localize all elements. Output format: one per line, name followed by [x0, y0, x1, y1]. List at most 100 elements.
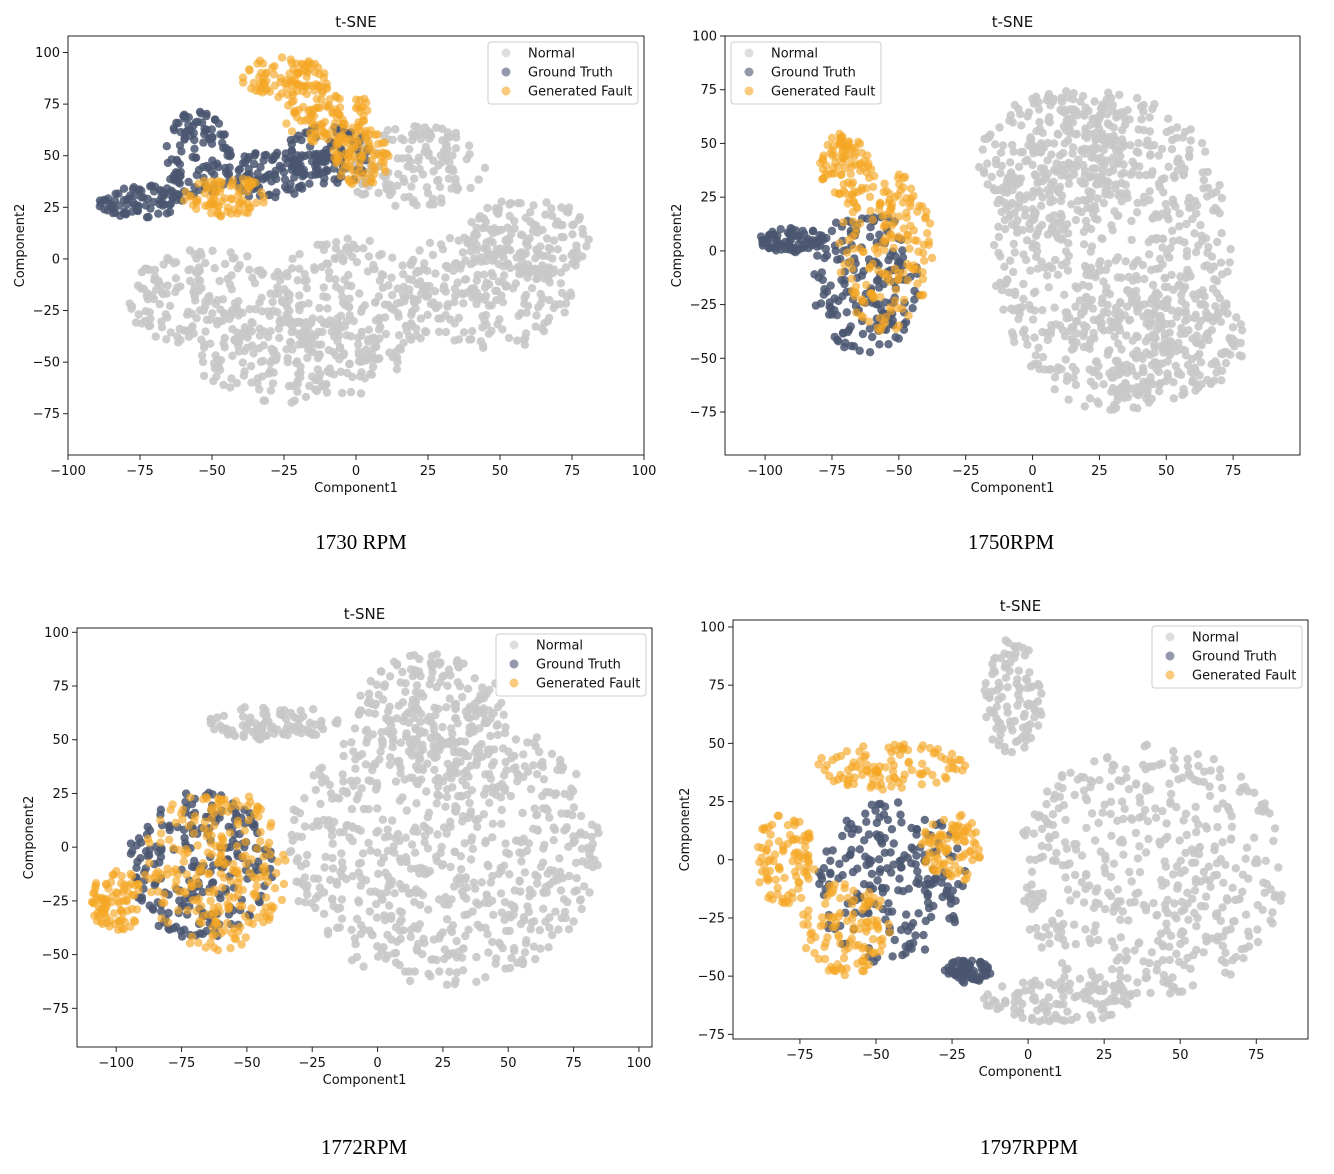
data-point: [244, 816, 253, 825]
data-point: [385, 672, 395, 681]
legend-marker-normal: [744, 48, 754, 58]
series-normal: [206, 650, 603, 989]
data-point: [449, 747, 459, 757]
data-point: [1037, 141, 1046, 151]
data-point: [430, 287, 440, 296]
data-point: [520, 948, 530, 957]
data-point: [293, 167, 302, 176]
data-point: [320, 174, 329, 183]
data-point: [217, 196, 226, 206]
data-point: [1101, 265, 1111, 275]
data-point: [1178, 390, 1187, 400]
data-point: [299, 712, 308, 721]
data-point: [265, 311, 274, 320]
data-point: [346, 387, 356, 397]
data-point: [190, 144, 199, 153]
data-point: [137, 193, 146, 202]
x-tick-label: 0: [1028, 464, 1036, 479]
data-point: [1060, 290, 1069, 299]
data-point: [578, 252, 587, 261]
data-point: [104, 884, 113, 893]
data-point: [1139, 377, 1148, 386]
data-point: [1099, 380, 1108, 389]
data-point: [137, 186, 146, 196]
data-point: [137, 319, 147, 328]
y-tick-label: −75: [690, 406, 717, 421]
data-point: [533, 825, 542, 834]
data-point: [322, 388, 332, 397]
data-point: [532, 810, 542, 819]
data-point: [248, 319, 257, 328]
data-point: [857, 148, 866, 158]
data-point: [1183, 265, 1192, 275]
data-point: [429, 955, 438, 964]
data-point: [455, 879, 464, 888]
data-point: [1091, 136, 1100, 145]
data-point: [1159, 348, 1168, 357]
data-point: [156, 838, 165, 847]
data-point: [374, 826, 383, 836]
data-point: [258, 372, 267, 381]
data-point: [393, 181, 402, 190]
data-point: [117, 906, 126, 915]
data-point: [1010, 248, 1019, 257]
data-point: [1077, 308, 1086, 317]
data-point: [1108, 107, 1118, 116]
data-point: [894, 274, 903, 283]
data-point: [119, 896, 128, 905]
data-point: [874, 266, 883, 275]
data-point: [400, 967, 410, 976]
data-point: [316, 799, 325, 809]
data-point: [335, 110, 344, 120]
data-point: [312, 374, 322, 384]
data-point: [419, 934, 428, 943]
data-point: [1167, 145, 1177, 154]
data-point: [1006, 111, 1015, 120]
data-point: [214, 119, 224, 128]
data-point: [290, 319, 299, 328]
data-point: [227, 374, 236, 383]
data-point: [411, 268, 421, 277]
data-point: [198, 357, 208, 367]
data-point: [162, 142, 171, 151]
data-point: [569, 917, 578, 926]
data-point: [1042, 329, 1051, 338]
data-point: [105, 922, 114, 931]
data-point: [1210, 203, 1220, 213]
data-point: [272, 174, 281, 184]
data-point: [1060, 139, 1070, 148]
data-point: [582, 242, 591, 251]
data-point: [875, 200, 884, 210]
data-point: [543, 869, 552, 878]
data-point: [1141, 170, 1151, 180]
data-point: [407, 840, 417, 849]
data-point: [506, 263, 515, 273]
data-point: [155, 300, 164, 309]
data-point: [202, 832, 211, 841]
data-point: [399, 717, 408, 726]
data-point: [506, 913, 515, 922]
data-point: [1063, 372, 1072, 381]
data-point: [467, 218, 476, 227]
data-point: [516, 308, 526, 318]
data-point: [294, 877, 304, 887]
data-point: [484, 280, 494, 289]
data-point: [266, 386, 276, 395]
data-point: [399, 270, 408, 279]
data-point: [309, 263, 319, 272]
data-point: [270, 729, 279, 738]
data-point: [540, 840, 549, 850]
data-point: [1162, 319, 1172, 329]
data-point: [840, 279, 849, 289]
data-point: [564, 842, 573, 851]
data-point: [233, 209, 242, 218]
data-point: [1010, 100, 1020, 110]
data-point: [293, 377, 302, 386]
data-point: [197, 351, 207, 360]
data-point: [1105, 369, 1114, 378]
data-point: [423, 310, 432, 320]
data-point: [1164, 338, 1173, 347]
data-point: [858, 329, 868, 339]
y-tick-label: −25: [690, 298, 717, 313]
data-point: [111, 189, 120, 198]
